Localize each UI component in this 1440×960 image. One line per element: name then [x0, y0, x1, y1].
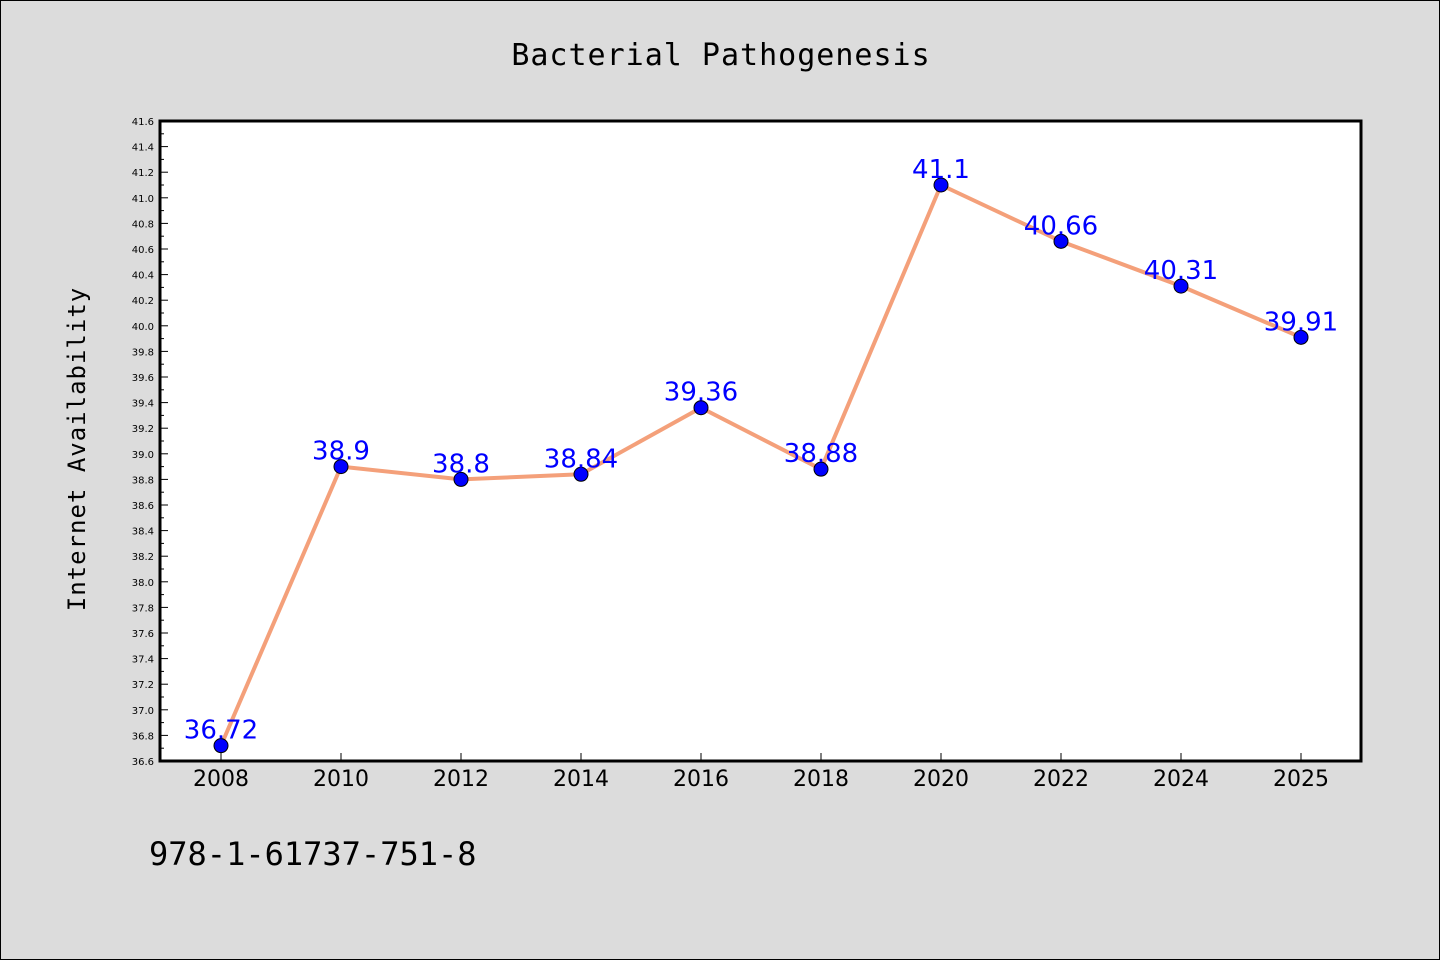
x-tick-label: 2020	[913, 767, 969, 792]
x-tick-label: 2012	[433, 767, 489, 792]
data-label: 38.84	[544, 444, 618, 474]
y-tick-label: 37.6	[132, 629, 154, 640]
y-tick-label: 38.4	[132, 527, 154, 538]
y-tick-label: 39.6	[132, 373, 154, 384]
x-tick-label: 2022	[1033, 767, 1089, 792]
data-points	[213, 177, 1309, 754]
data-label: 38.8	[432, 449, 490, 479]
y-tick-label: 38.0	[132, 578, 154, 589]
data-labels: 36.72 38.9 38.8 38.84 39.36 38.88 41.1 40.66 40.…	[184, 155, 1338, 746]
y-tick-label: 37.4	[132, 655, 154, 666]
y-tick-label: 37.0	[132, 706, 154, 717]
x-tick-label: 2014	[553, 767, 609, 792]
x-axis-ticks: 2008 2010 2012 2014 2016 2018 2020 2022 2024 2025	[193, 753, 1329, 792]
data-label: 38.9	[312, 437, 370, 467]
y-tick-label: 39.8	[132, 347, 154, 358]
isbn-text: 978-1-61737-751-8	[149, 835, 477, 873]
data-label: 39.36	[664, 378, 738, 408]
y-tick-label: 41.2	[132, 168, 154, 179]
data-point	[693, 400, 709, 416]
x-tick-label: 2018	[793, 767, 849, 792]
data-point	[1293, 329, 1309, 345]
data-label: 36.72	[184, 716, 258, 746]
y-tick-label: 38.6	[132, 501, 154, 512]
x-tick-label: 2008	[193, 767, 249, 792]
y-tick-label: 40.4	[132, 271, 154, 282]
x-tick-label: 2016	[673, 767, 729, 792]
x-tick-label: 2024	[1153, 767, 1209, 792]
data-point	[573, 466, 589, 482]
y-tick-label: 36.8	[132, 731, 154, 742]
data-label: 40.31	[1144, 256, 1218, 286]
series-line	[219, 183, 1302, 747]
y-tick-label: 39.4	[132, 399, 154, 410]
data-point	[453, 471, 469, 487]
y-tick-label: 39.0	[132, 450, 154, 461]
data-point	[933, 177, 949, 193]
data-label: 38.88	[784, 439, 858, 469]
y-tick-label: 41.0	[132, 194, 154, 205]
y-tick-label: 39.2	[132, 424, 154, 435]
plot-frame	[158, 119, 1363, 763]
data-point	[1173, 278, 1189, 294]
y-tick-label: 36.6	[132, 757, 154, 768]
y-tick-label: 40.8	[132, 219, 154, 230]
data-label: 40.66	[1024, 211, 1098, 241]
y-tick-label: 41.6	[132, 117, 154, 128]
data-label: 39.91	[1264, 307, 1338, 337]
data-label: 41.1	[912, 155, 970, 185]
y-tick-label: 40.0	[132, 322, 154, 333]
y-tick-label: 40.2	[132, 296, 154, 307]
y-tick-label: 40.6	[132, 245, 154, 256]
data-point	[1053, 233, 1069, 249]
y-tick-label: 37.2	[132, 680, 154, 691]
data-point	[813, 461, 829, 477]
y-tick-label: 37.8	[132, 603, 154, 614]
x-tick-label: 2025	[1273, 767, 1329, 792]
y-tick-label: 38.2	[132, 552, 154, 563]
y-tick-label: 38.8	[132, 475, 154, 486]
y-axis-label: Internet Availability	[63, 287, 91, 611]
data-point	[333, 459, 349, 475]
data-point	[213, 738, 229, 754]
plot-area	[160, 121, 1361, 761]
x-tick-label: 2010	[313, 767, 369, 792]
chart-title: Bacterial Pathogenesis	[511, 38, 930, 73]
y-tick-label: 41.4	[132, 143, 154, 154]
